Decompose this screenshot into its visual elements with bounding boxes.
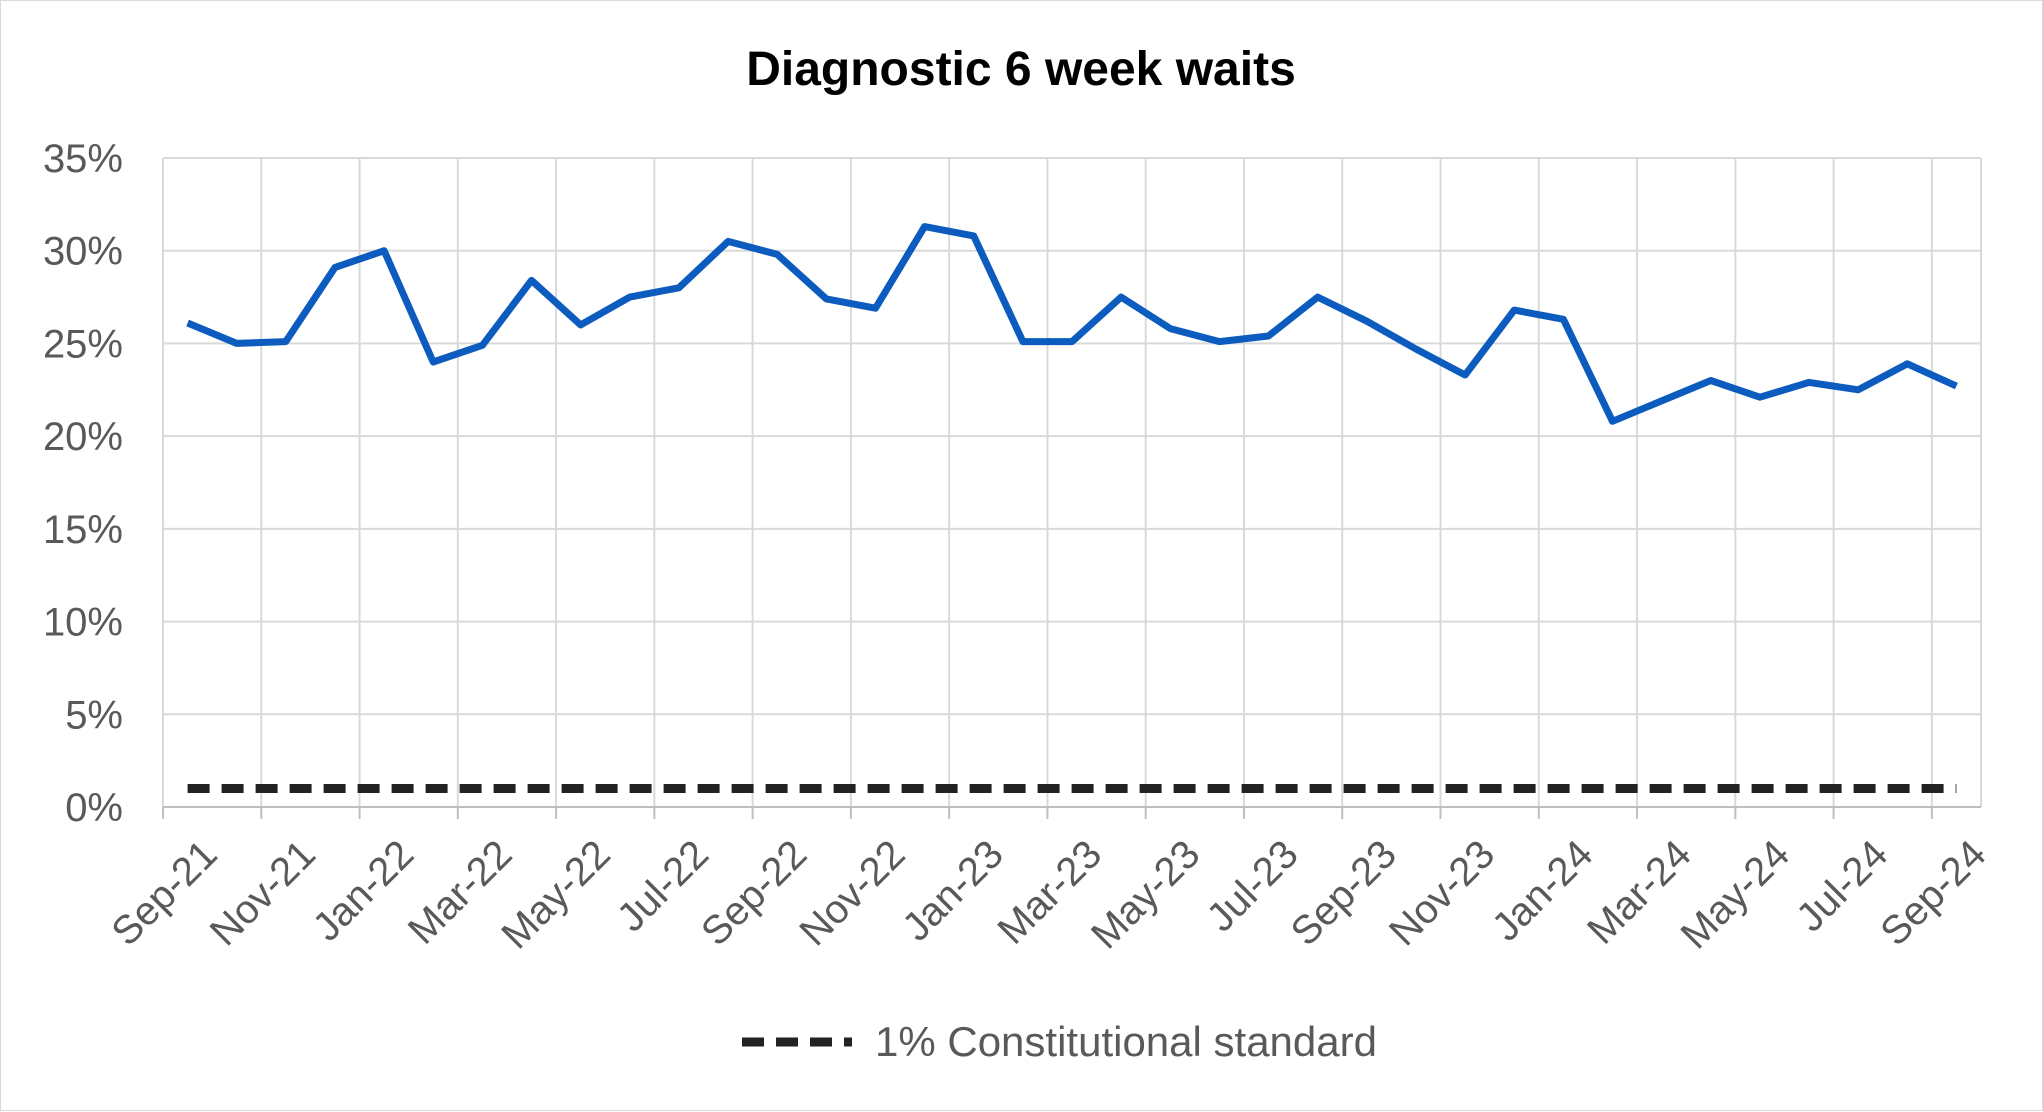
y-tick-label: 0%	[65, 786, 123, 830]
x-tick-label: Sep-21	[103, 832, 225, 954]
x-tick-label: Nov-22	[791, 832, 913, 954]
axes	[163, 807, 1981, 819]
x-tick-label: May-22	[493, 832, 618, 957]
legend: 1% Constitutional standard	[742, 1018, 1377, 1065]
x-tick-label: Sep-24	[1872, 832, 1994, 954]
y-tick-label: 5%	[65, 693, 123, 737]
y-tick-label: 25%	[43, 322, 123, 366]
y-tick-label: 20%	[43, 415, 123, 459]
y-tick-label: 10%	[43, 601, 123, 645]
x-tick-label: Jan-23	[894, 832, 1012, 950]
series-lines	[188, 227, 1957, 789]
x-tick-label: Sep-22	[693, 832, 815, 954]
x-tick-label: Jan-24	[1484, 832, 1602, 950]
series-line-diagnostic	[188, 227, 1957, 422]
gridlines	[163, 158, 1981, 807]
x-tick-label: May-23	[1083, 832, 1208, 957]
x-tick-label: Nov-23	[1381, 832, 1503, 954]
x-tick-label: Sep-23	[1283, 832, 1405, 954]
legend-label-standard: 1% Constitutional standard	[875, 1018, 1377, 1065]
x-tick-label: Nov-21	[202, 832, 324, 954]
x-tick-label: Jan-22	[305, 832, 423, 950]
y-tick-label: 15%	[43, 508, 123, 552]
x-tick-label: May-24	[1673, 832, 1798, 957]
chart-title: Diagnostic 6 week waits	[746, 43, 1296, 96]
y-tick-label: 35%	[43, 137, 123, 181]
x-tick-labels: Sep-21Nov-21Jan-22Mar-22May-22Jul-22Sep-…	[103, 832, 1994, 957]
y-tick-labels: 0% 5% 10% 15% 20% 25% 30% 35%	[43, 137, 123, 830]
y-tick-label: 30%	[43, 230, 123, 274]
